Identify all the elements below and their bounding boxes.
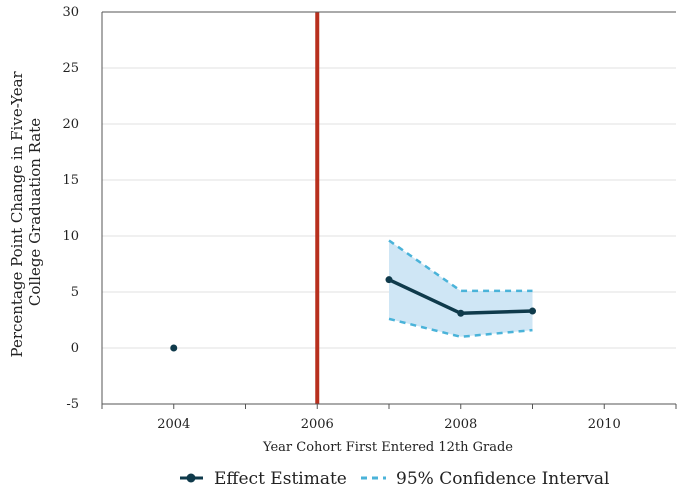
y-axis-label: Percentage Point Change in Five-Year Col…	[8, 67, 44, 358]
y-tick-label: 30	[62, 5, 79, 20]
legend: Effect Estimate 95% Confidence Interval	[180, 469, 609, 489]
x-tick-label: 2006	[301, 417, 334, 432]
confidence-upper-line	[388, 239, 533, 293]
y-tick-label: 15	[62, 173, 79, 188]
x-tick-label: 2008	[444, 417, 477, 432]
x-axis-label: Year Cohort First Entered 12th Grade	[262, 440, 513, 455]
legend-marker-effect-estimate	[186, 473, 196, 483]
x-tick-marks	[101, 404, 677, 409]
reference-point	[170, 344, 178, 352]
y-gridlines	[102, 67, 676, 349]
series-lines	[170, 276, 536, 352]
y-tick-label: 25	[62, 61, 79, 76]
y-axis-label-line-2: College Graduation Rate	[26, 118, 44, 306]
x-tick-label: 2004	[157, 417, 190, 432]
axis-frame	[101, 11, 676, 405]
y-tick-label: 20	[62, 117, 79, 132]
legend-label-confidence-interval: 95% Confidence Interval	[396, 469, 609, 489]
y-tick-label: -5	[66, 397, 79, 412]
y-tick-label: 10	[62, 229, 79, 244]
effect-estimate-point	[385, 276, 393, 284]
y-axis-label-line-1: Percentage Point Change in Five-Year	[8, 70, 26, 357]
y-tick-label: 5	[71, 285, 79, 300]
effect-estimate-point	[529, 307, 536, 315]
confidence-lower-line	[388, 317, 533, 339]
legend-label-effect-estimate: Effect Estimate	[214, 469, 347, 489]
x-tick-labels: 2004 2006 2008 2010	[157, 417, 621, 432]
effect-estimate-point	[457, 309, 465, 317]
y-tick-label: 0	[71, 341, 79, 356]
x-tick-label: 2010	[588, 417, 621, 432]
y-tick-labels: -5 0 5 10 15 20 25 30	[62, 5, 79, 412]
